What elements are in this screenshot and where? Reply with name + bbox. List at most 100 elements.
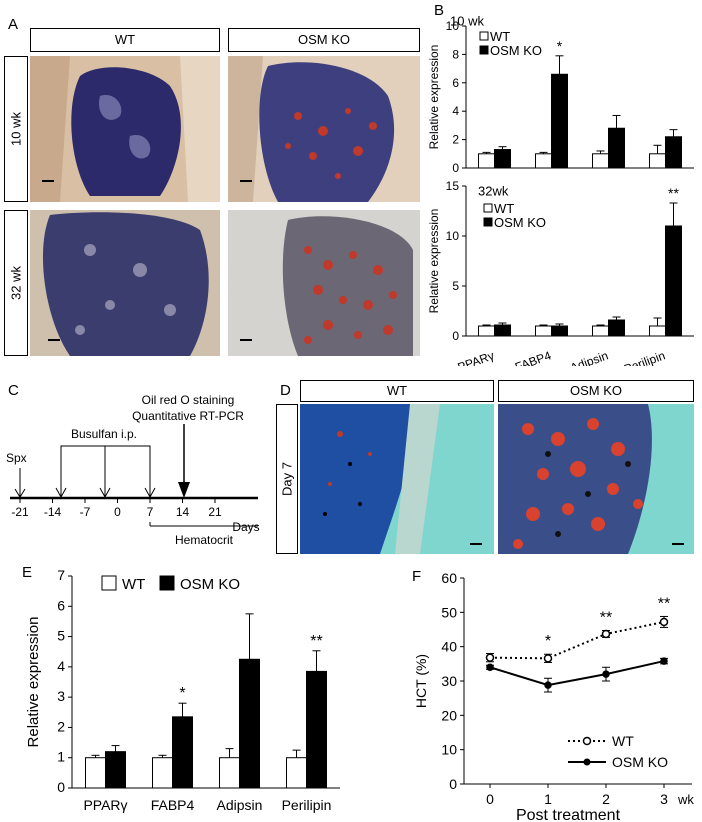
x-tick-label: PPARγ xyxy=(456,348,496,366)
significance-label: ** xyxy=(658,595,670,612)
y-tick-label: 60 xyxy=(441,570,457,586)
timeline-tick-label: 21 xyxy=(208,505,222,519)
x-tick-label: Adipsin xyxy=(217,797,263,813)
timeline-tick-label: -21 xyxy=(11,505,29,519)
panel-a-row-32wk-label: 32 wk xyxy=(8,266,24,300)
histology-image-osm-ko-day7 xyxy=(498,404,694,554)
timeline-tick-label: 14 xyxy=(176,505,190,519)
y-tick-label: 30 xyxy=(441,673,457,689)
y-tick-label: 50 xyxy=(441,604,457,620)
legend-marker-osm-ko xyxy=(583,758,591,766)
timeline-label-spx: Spx xyxy=(6,451,27,465)
y-tick-label: 0 xyxy=(452,161,459,174)
legend-swatch-osm-ko xyxy=(159,575,175,591)
significance-label: * xyxy=(557,38,563,54)
bar xyxy=(219,757,240,789)
y-tick-label: 2 xyxy=(452,133,459,147)
data-point xyxy=(660,657,668,665)
y-tick-label: 10 xyxy=(441,742,457,758)
bar xyxy=(306,670,327,789)
bar xyxy=(152,757,173,789)
legend-label-osm-ko: OSM KO xyxy=(490,43,542,58)
legend-swatch-osm-ko xyxy=(479,45,489,55)
chart-b-32wk: 0 5 10 15 Relative expression PPARγ FABP4 Adips… xyxy=(428,179,694,366)
data-point xyxy=(485,653,495,662)
data-point xyxy=(543,654,553,663)
y-tick-label: 2 xyxy=(57,718,65,734)
y-tick-label: 4 xyxy=(452,104,459,118)
panel-a-row-32wk: 32 wk xyxy=(4,210,28,356)
bar xyxy=(105,751,126,789)
panel-d-row-day7-label: Day 7 xyxy=(279,462,295,496)
histology-image-wt-day7 xyxy=(300,404,494,554)
histology-image-wt-32wk xyxy=(30,210,220,356)
y-tick-label: 20 xyxy=(441,707,457,723)
panel-a-row-10wk-label: 10 wk xyxy=(8,112,24,146)
chart-title: 32wk xyxy=(478,184,509,199)
histology-image-osm-ko-32wk xyxy=(228,210,420,356)
y-tick-label: 4 xyxy=(57,658,65,674)
timeline-label-oil-red: Oil red O staining xyxy=(142,393,235,407)
bar xyxy=(85,757,106,789)
data-point xyxy=(486,663,494,672)
bar xyxy=(172,716,193,789)
panel-a-header-osm-ko: OSM KO xyxy=(228,28,420,52)
x-tick-label: FABP4 xyxy=(513,348,553,366)
x-tick-label: 0 xyxy=(486,791,494,807)
y-tick-label: 10 xyxy=(446,229,460,243)
x-tick-label: PPARγ xyxy=(83,797,127,813)
y-tick-label: 6 xyxy=(57,597,65,613)
y-tick-label: 0 xyxy=(452,329,459,343)
chart-title: 10 wk xyxy=(450,14,484,29)
timeline-arrowhead-day7 xyxy=(178,482,190,498)
x-tick-label: 2 xyxy=(602,791,610,807)
bar xyxy=(494,149,511,169)
timeline-tick-label: 7 xyxy=(147,505,154,519)
panel-label-d: D xyxy=(280,382,291,399)
data-point xyxy=(659,617,669,627)
bar xyxy=(592,153,609,169)
legend-label-wt: WT xyxy=(122,576,145,593)
x-tick-label: Perilipin xyxy=(282,797,332,813)
y-axis-label: Relative expression xyxy=(428,45,441,150)
bar xyxy=(551,73,568,169)
timeline-tick-label: -14 xyxy=(44,505,62,519)
significance-label: * xyxy=(545,633,551,650)
y-tick-label: 5 xyxy=(57,628,65,644)
chart-f: 0 10 20 30 40 50 60 0 1 2 3 wk Post treatment HCT (%)… xyxy=(413,570,694,820)
y-tick-label: 0 xyxy=(449,776,457,792)
data-point xyxy=(601,629,611,639)
timeline-tick-label: -7 xyxy=(80,505,91,519)
legend-marker-wt xyxy=(582,736,592,746)
panel-label-c: C xyxy=(8,382,19,399)
y-tick-label: 6 xyxy=(452,76,459,90)
x-axis-unit: wk xyxy=(677,792,694,807)
y-tick-label: 7 xyxy=(57,567,65,583)
bar xyxy=(535,325,552,337)
panel-label-e: E xyxy=(22,564,33,581)
timeline-label-busulfan: Busulfan i.p. xyxy=(71,427,137,441)
y-tick-label: 3 xyxy=(57,688,65,704)
panel-d-header-wt: WT xyxy=(300,380,494,402)
bar xyxy=(551,325,568,337)
timeline-diagram: Oil red O staining Quantitative RT-PCR S… xyxy=(6,393,260,547)
significance-label: ** xyxy=(310,633,322,650)
legend-swatch-osm-ko xyxy=(483,217,493,227)
bar xyxy=(665,225,682,337)
panel-d-row-day7: Day 7 xyxy=(276,404,298,554)
significance-label: ** xyxy=(668,185,679,201)
y-tick-label: 40 xyxy=(441,639,457,655)
bar xyxy=(478,153,495,169)
x-tick-label: Perilipin xyxy=(622,348,667,366)
timeline-unit: Days xyxy=(232,520,259,534)
legend-swatch-wt xyxy=(479,31,489,41)
significance-label: ** xyxy=(600,610,612,627)
y-tick-label: 1 xyxy=(57,749,65,765)
timeline-label-hematocrit: Hematocrit xyxy=(175,533,234,547)
panel-label-a: A xyxy=(8,16,19,33)
histology-image-osm-ko-10wk xyxy=(228,56,420,202)
x-tick-label: 1 xyxy=(544,791,552,807)
legend-label-osm-ko: OSM KO xyxy=(180,576,240,593)
data-point xyxy=(602,670,610,678)
